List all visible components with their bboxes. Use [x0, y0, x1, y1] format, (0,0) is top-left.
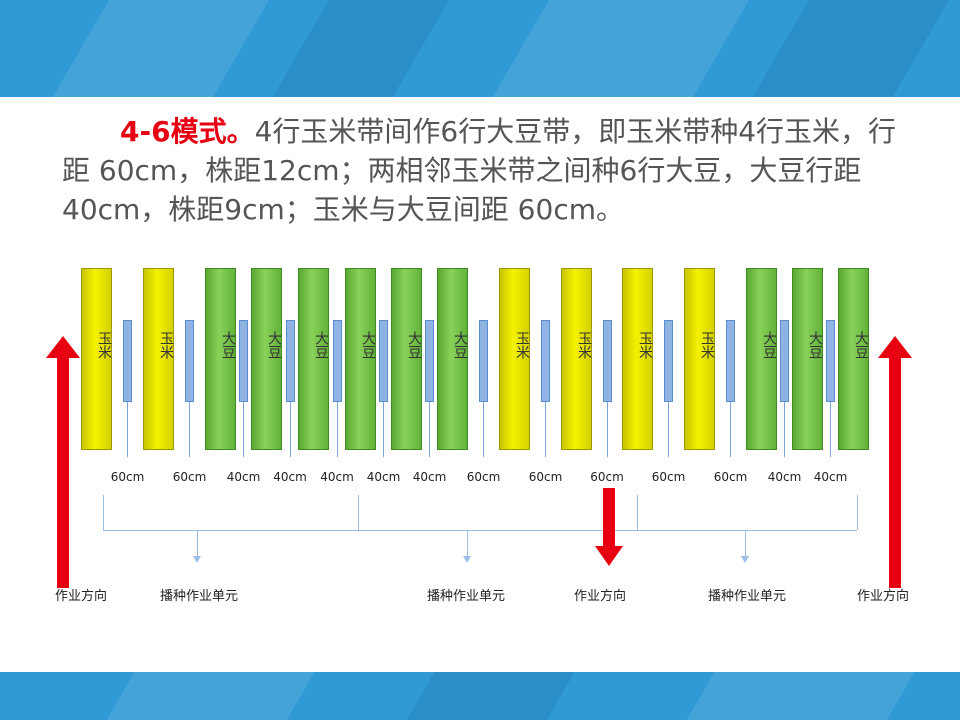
spacing-label: 60cm	[466, 470, 501, 484]
unit-bracket-arrow	[193, 556, 201, 563]
spacing-line	[289, 402, 291, 457]
soybean-strip: 大豆	[838, 268, 869, 450]
spacing-bar	[332, 320, 342, 402]
soybean-strip: 大豆	[251, 268, 282, 450]
spacing-bar	[726, 320, 735, 402]
spacing-label: 40cm	[813, 470, 848, 484]
corn-strip: 玉米	[561, 268, 592, 450]
bottom-banner	[0, 672, 960, 720]
intro-body: 4行玉米带间作6行大豆带，即玉米带种4行玉米，行距 60cm，株距12cm；两相…	[62, 115, 897, 226]
spacing-label: 60cm	[713, 470, 748, 484]
unit-bracket-tick	[103, 495, 104, 530]
unit-bracket-stem	[745, 530, 746, 556]
sowing-unit-label: 播种作业单元	[427, 589, 506, 604]
spacing-label: 40cm	[366, 470, 401, 484]
spacing-label: 40cm	[226, 470, 261, 484]
spacing-line	[336, 402, 338, 457]
spacing-label: 60cm	[110, 470, 145, 484]
sowing-unit-label: 播种作业单元	[708, 589, 787, 604]
unit-bracket-tick	[637, 495, 638, 530]
spacing-label: 40cm	[273, 470, 307, 484]
strip-label: 大豆	[807, 331, 823, 359]
soybean-strip: 大豆	[345, 268, 376, 450]
corn-strip: 玉米	[81, 268, 112, 450]
strip-label: 玉米	[96, 331, 112, 359]
soybean-strip: 大豆	[746, 268, 777, 450]
spacing-bar	[780, 320, 789, 402]
strip-label: 大豆	[452, 331, 468, 359]
intro-text: 4-6模式。4行玉米带间作6行大豆带，即玉米带种4行玉米，行距 60cm，株距1…	[62, 112, 902, 229]
strip-label: 大豆	[266, 331, 282, 359]
spacing-line	[668, 402, 669, 457]
spacing-bar	[239, 320, 248, 402]
soybean-strip: 大豆	[792, 268, 823, 450]
spacing-bar	[479, 320, 488, 402]
spacing-line	[730, 402, 731, 457]
spacing-bar	[425, 320, 434, 402]
top-banner	[0, 0, 960, 97]
direction-label: 作业方向	[55, 589, 108, 604]
spacing-line	[383, 402, 384, 457]
direction-label: 作业方向	[574, 589, 627, 604]
strip-label: 玉米	[514, 331, 530, 359]
spacing-label: 60cm	[590, 470, 624, 484]
unit-bracket-stem	[467, 530, 468, 556]
direction-arrow-up-left	[46, 336, 80, 588]
strip-label: 大豆	[313, 331, 329, 359]
soybean-strip: 大豆	[437, 268, 468, 450]
spacing-line	[189, 402, 190, 457]
corn-strip: 玉米	[499, 268, 530, 450]
unit-bracket-arrow	[741, 556, 749, 563]
direction-arrow-down-middle	[595, 488, 623, 566]
strip-label: 玉米	[158, 331, 174, 359]
spacing-bar	[285, 320, 295, 402]
corn-strip: 玉米	[684, 268, 715, 450]
spacing-bar	[379, 320, 388, 402]
intro-highlight: 4-6模式。	[120, 115, 255, 148]
unit-bracket-line	[637, 530, 857, 531]
sowing-unit-label: 播种作业单元	[160, 589, 239, 604]
spacing-label: 60cm	[528, 470, 563, 484]
strip-label: 玉米	[576, 331, 592, 359]
spacing-line	[830, 402, 831, 457]
corn-strip: 玉米	[622, 268, 653, 450]
strip-label: 玉米	[699, 331, 715, 359]
strip-label: 大豆	[220, 331, 236, 359]
strip-label: 大豆	[761, 331, 777, 359]
spacing-line	[429, 402, 430, 457]
unit-bracket-arrow	[463, 556, 471, 563]
spacing-label: 40cm	[767, 470, 802, 484]
spacing-line	[545, 402, 546, 457]
direction-arrow-up-right	[878, 336, 912, 588]
soybean-strip: 大豆	[205, 268, 236, 450]
direction-label: 作业方向	[857, 589, 910, 604]
strip-label: 玉米	[637, 331, 653, 359]
spacing-bar	[602, 320, 612, 402]
unit-bracket-tick	[358, 495, 359, 530]
spacing-label: 60cm	[651, 470, 686, 484]
unit-bracket-line	[103, 530, 358, 531]
spacing-label: 40cm	[412, 470, 447, 484]
unit-bracket-tick	[857, 495, 858, 530]
strip-label: 大豆	[406, 331, 422, 359]
strip-label: 大豆	[853, 331, 869, 359]
spacing-label: 40cm	[320, 470, 354, 484]
spacing-line	[606, 402, 608, 457]
spacing-bar	[826, 320, 835, 402]
corn-strip: 玉米	[143, 268, 174, 450]
spacing-bar	[664, 320, 673, 402]
soybean-strip: 大豆	[391, 268, 422, 450]
unit-bracket-stem	[197, 530, 198, 556]
spacing-line	[483, 402, 484, 457]
spacing-line	[127, 402, 128, 457]
spacing-bar	[123, 320, 132, 402]
strip-label: 大豆	[360, 331, 376, 359]
spacing-bar	[541, 320, 550, 402]
spacing-line	[243, 402, 244, 457]
spacing-bar	[185, 320, 194, 402]
spacing-line	[784, 402, 785, 457]
unit-bracket-line	[358, 530, 637, 531]
soybean-strip: 大豆	[298, 268, 329, 450]
spacing-label: 60cm	[172, 470, 207, 484]
